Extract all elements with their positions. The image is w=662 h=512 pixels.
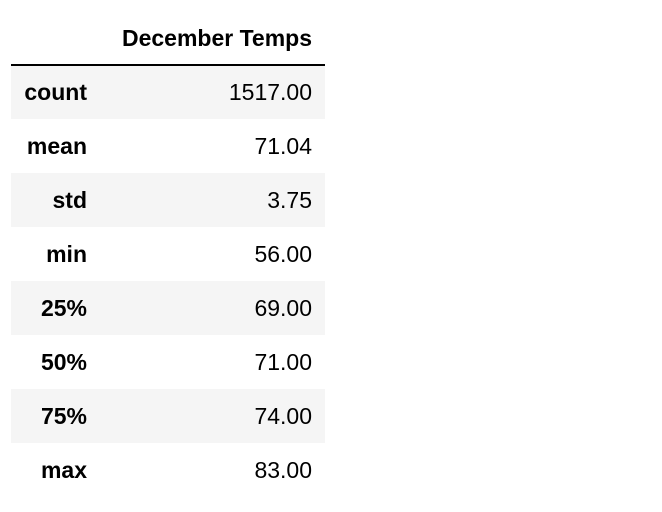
table-row-50pct: 50% 71.00 bbox=[11, 335, 325, 389]
describe-stats-table: December Temps count 1517.00 mean 71.04 … bbox=[11, 12, 325, 497]
table-row-min: min 56.00 bbox=[11, 227, 325, 281]
row-value-std: 3.75 bbox=[267, 186, 312, 213]
table-row-count: count 1517.00 bbox=[11, 65, 325, 119]
row-label-50pct: 50% bbox=[40, 348, 87, 375]
row-label-count: count bbox=[24, 79, 87, 105]
row-value-75pct: 74.00 bbox=[254, 402, 312, 429]
table-row-std: std 3.75 bbox=[11, 173, 325, 227]
row-value-50pct: 71.00 bbox=[254, 348, 312, 375]
header-row: December Temps bbox=[11, 12, 325, 65]
table-header: December Temps bbox=[11, 12, 325, 65]
row-label-max: max bbox=[40, 456, 87, 483]
row-value-25pct: 69.00 bbox=[254, 294, 312, 321]
row-label-std: std bbox=[52, 186, 88, 213]
row-value-min: 56.00 bbox=[254, 240, 312, 267]
row-label-75pct: 75% bbox=[40, 402, 87, 429]
row-value-mean: 71.04 bbox=[254, 132, 312, 159]
table-row-75pct: 75% 74.00 bbox=[11, 389, 325, 443]
table-row-mean: mean 71.04 bbox=[11, 119, 325, 173]
row-value-count: 1517.00 bbox=[228, 79, 312, 105]
table-body: count 1517.00 mean 71.04 std 3.75 min 56… bbox=[11, 65, 325, 497]
row-label-25pct: 25% bbox=[40, 294, 87, 321]
table-row-max: max 83.00 bbox=[11, 443, 325, 497]
row-value-max: 83.00 bbox=[254, 456, 312, 483]
index-header-cell bbox=[11, 12, 111, 65]
row-label-mean: mean bbox=[26, 132, 87, 159]
row-label-min: min bbox=[46, 240, 87, 267]
column-header-december-temps: December Temps bbox=[121, 24, 312, 51]
table-row-25pct: 25% 69.00 bbox=[11, 281, 325, 335]
